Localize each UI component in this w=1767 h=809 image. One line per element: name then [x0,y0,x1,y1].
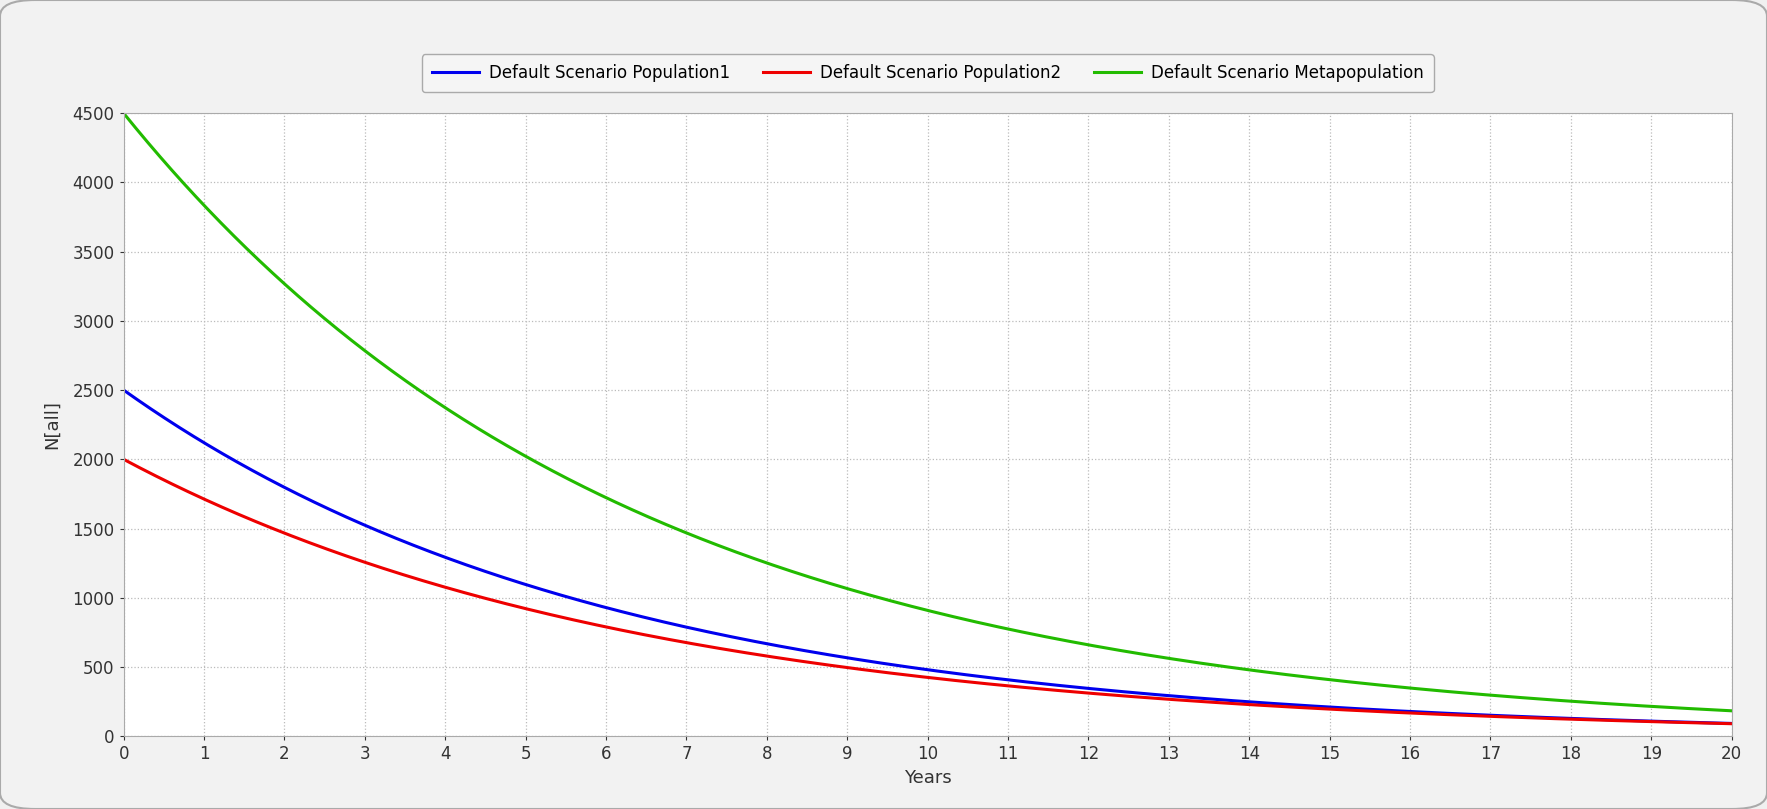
Default Scenario Metapopulation [194,202,216,212]
Default Scenario Population2 [194,495,216,505]
Default Scenario Population2 [1675,718,1696,727]
X-axis label: Years: Years [903,769,952,787]
Default Scenario Metapopulation [894,600,915,610]
Default Scenario Population2 [113,455,134,464]
Default Scenario Population2 [894,670,915,680]
Default Scenario Metapopulation [1380,681,1401,691]
Default Scenario Population1 [852,655,873,665]
Default Scenario Population1 [894,662,915,671]
Line: Default Scenario Metapopulation: Default Scenario Metapopulation [124,113,1732,711]
Line: Default Scenario Population2: Default Scenario Population2 [124,460,1732,724]
Y-axis label: N[all]: N[all] [44,400,62,449]
Default Scenario Population2 [852,665,873,675]
Default Scenario Population1 [194,439,216,449]
Default Scenario Metapopulation [113,108,134,118]
Line: Default Scenario Population1: Default Scenario Population1 [124,390,1732,723]
Default Scenario Population2 [1673,718,1695,727]
Default Scenario Metapopulation [1673,704,1695,714]
Default Scenario Metapopulation [1721,706,1742,716]
Legend: Default Scenario Population1, Default Scenario Population2, Default Scenario Met: Default Scenario Population1, Default Sc… [422,54,1433,92]
Default Scenario Population1 [113,385,134,395]
Default Scenario Population2 [1380,707,1401,717]
Default Scenario Population1 [1380,705,1401,715]
Default Scenario Metapopulation [852,588,873,598]
Default Scenario Population1 [1675,718,1696,727]
Default Scenario Metapopulation [1675,704,1696,714]
Default Scenario Population2 [1721,719,1742,729]
Default Scenario Population1 [1721,718,1742,728]
Default Scenario Population1 [1673,718,1695,727]
